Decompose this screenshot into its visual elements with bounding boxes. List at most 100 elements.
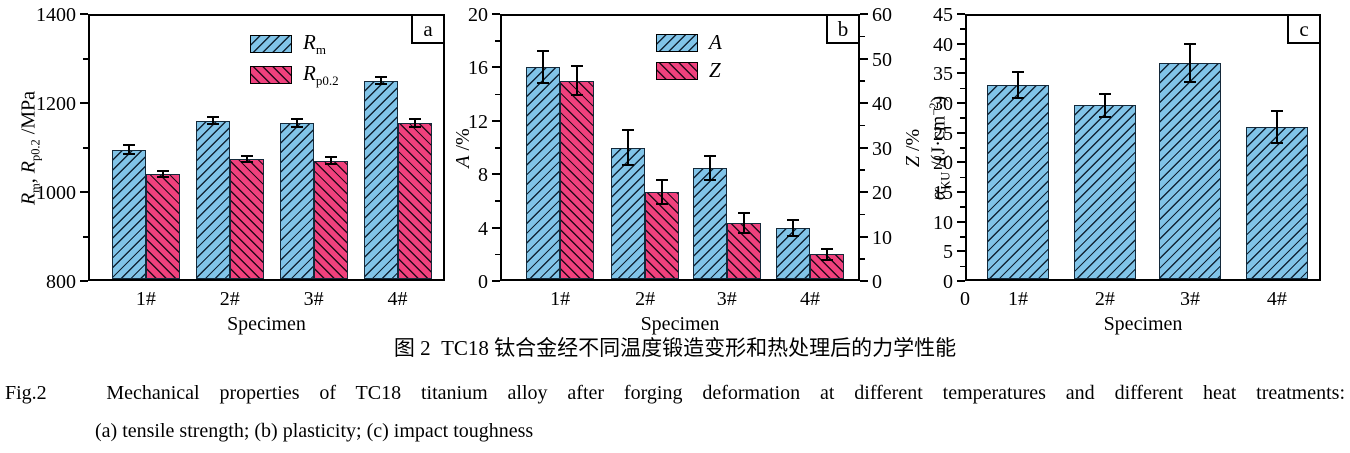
error-bar-cap-bottom [206,123,219,126]
error-bar-cap-bottom [290,125,303,128]
bar-Rm-3# [279,123,314,279]
error-bar-line [627,130,630,165]
error-bar-line [825,248,828,261]
y-major-tick [957,13,965,15]
error-bar-cap-top [290,118,303,121]
y-minor-tick [495,93,500,96]
y-minor-tick [495,253,500,256]
error-bar-line [542,51,545,84]
y-major-tick-right [860,191,868,193]
x-tick-label: 3# [1179,288,1200,310]
x-tick-label: 2# [219,288,240,310]
y-axis-title-left: A /% [452,128,474,167]
error-bar-cap-bottom [622,163,635,166]
y-major-tick [957,102,965,104]
x-tick-label: 1# [1008,288,1029,310]
x-tick-label: 1# [550,288,571,310]
legend-label-A: A [709,32,722,53]
label-segment: , [17,172,40,183]
y-tick-label: 0 [943,271,953,293]
error-bar-line [295,119,298,127]
y-major-tick [957,161,965,164]
x-axis-title: Specimen [640,313,720,335]
y-major-tick [957,280,965,282]
y-tick-label: 10 [933,211,953,234]
y-minor-tick-right [860,35,865,38]
label-segment: R [17,192,40,205]
error-bar-line [413,118,416,128]
label-segment: p0.2 [315,73,339,89]
bar-aKU-4# [1245,126,1308,279]
panel-label-c: c [1287,14,1321,44]
y-major-tick [957,220,965,223]
error-bar-line [742,213,745,233]
error-bar-cap-bottom [703,178,716,181]
error-bar-cap-top [571,65,584,68]
y-major-tick [492,173,500,176]
error-bar-cap-bottom [122,153,135,156]
y-minor-tick-right [860,80,865,82]
error-bar-cap-top [1183,42,1196,45]
error-bar-line [1275,110,1278,143]
label-segment: m [28,182,43,193]
error-bar-line [661,179,664,204]
y-major-tick [957,72,965,75]
error-bar-cap-bottom [737,231,750,234]
y-minor-tick-right [860,169,865,171]
error-bar-cap-top [206,116,219,119]
x-tick-label: 2# [635,288,656,310]
y-minor-tick [960,117,965,119]
caption-chinese: 图 2 TC18 钛合金经不同温度锻造变形和热处理后的力学性能 [393,336,957,360]
y-tick-label: 800 [46,271,76,293]
error-bar-cap-top [820,247,833,250]
error-bar-line [1188,43,1191,82]
y-tick-label: 12 [468,110,488,133]
label-segment: α [927,189,950,200]
y-major-tick-right [860,235,868,238]
error-bar-cap-top [408,117,421,120]
legend-item-Rp0.2: Rp0.2 [250,63,339,87]
y-axis-title-left: Rm, Rp0.2 /MPa [17,90,43,205]
x-origin-label: 0 [960,288,970,310]
chart-b-plasticity: b 0 4 8 12 16 20 A /% 0 10 20 30 40 50 60 Z /% 1# 2# 3# 4# S… [450,0,924,334]
error-bar-cap-top [537,50,550,53]
y-major-tick [80,280,88,282]
error-bar-cap-top [737,212,750,215]
bar-Rm-2# [195,120,230,279]
error-bar-line [708,155,711,180]
y-minor-tick [83,58,88,60]
y-major-tick-right [860,102,868,104]
y-major-tick-right [860,13,868,15]
error-bar-cap-bottom [1183,80,1196,83]
bar-Rp0.2-4# [397,123,432,279]
error-bar-line [245,155,248,162]
error-bar-cap-top [122,144,135,147]
x-tick-label: 4# [387,288,408,310]
y-tick-label-right: 0 [872,271,882,293]
y-minor-tick [495,40,500,42]
label-segment: R [17,160,40,173]
bar-aKU-2# [1073,105,1136,279]
error-bar-cap-top [786,218,799,221]
y-tick-label: 20 [933,152,953,175]
y-major-tick [80,13,88,15]
legend-label-Z: Z [709,60,721,81]
label-segment: KU [938,171,953,190]
error-bar-cap-top [1270,109,1283,112]
bar-Z-3# [726,223,761,279]
bar-Z-2# [645,192,680,279]
error-bar-cap-bottom [537,82,550,85]
y-major-tick [492,280,500,282]
x-tick-label: 3# [716,288,737,310]
y-major-tick [80,191,88,193]
y-tick-label: 16 [468,57,488,80]
bar-Rp0.2-3# [313,160,348,279]
error-bar-cap-bottom [1012,97,1025,100]
error-bar-cap-bottom [156,176,169,179]
error-bar-line [1017,72,1020,99]
bar-A-1# [526,67,561,279]
y-tick-label: 0 [478,271,488,293]
y-tick-label: 20 [468,4,488,26]
legend-swatch-Rp0.2 [250,66,292,85]
panel-label-b: b [826,14,860,44]
